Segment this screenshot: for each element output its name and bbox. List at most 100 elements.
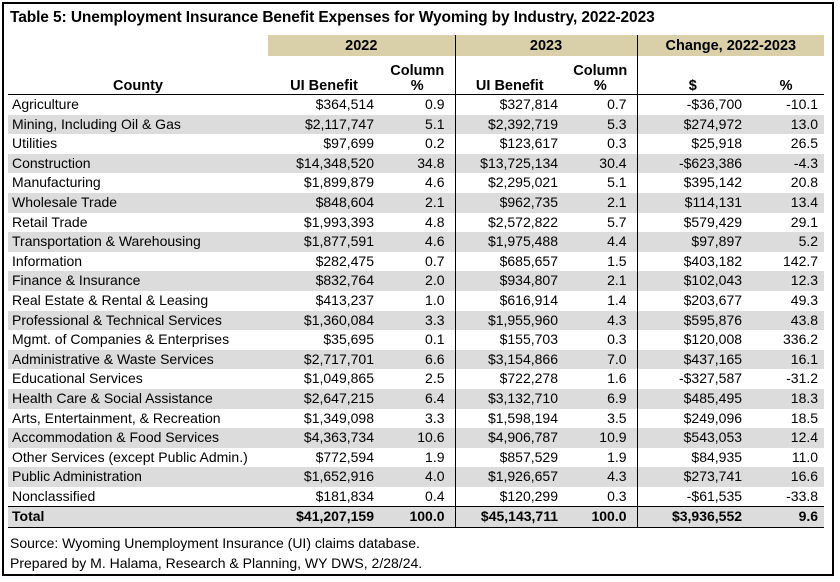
cell-column-pct-2023: 4.4 (564, 232, 638, 252)
cell-change-pct: 336.2 (783, 331, 819, 348)
cell-column-pct-2022: 0.1 (425, 331, 445, 348)
cell-industry: Wholesale Trade (8, 192, 268, 213)
cell-change-dollar: $249,096 (636, 408, 749, 429)
cell-ui-benefit-2022: $832,764 (268, 271, 380, 291)
cell-ui-benefit-2022: $97,699 (323, 135, 374, 152)
cell-industry: Professional & Technical Services (8, 310, 268, 331)
cell-column-pct-2022: 2.1 (380, 192, 456, 213)
cell-column-pct-2022: 0.7 (425, 252, 445, 269)
cell-industry: Retail Trade (12, 213, 88, 230)
cell-ui-benefit-2023: $934,807 (454, 271, 565, 291)
cell-ui-benefit-2023: $120,299 (454, 486, 565, 507)
header-column-label: Column (573, 63, 628, 79)
cell-change-pct: -4.3 (748, 153, 825, 174)
header-ui-benefit-2023: UI Benefit (454, 56, 565, 95)
cell-industry: Agriculture (12, 96, 79, 112)
cell-column-pct-2022: 4.8 (425, 213, 445, 230)
total-cell-ui-benefit-2022: $41,207,159 (268, 506, 380, 529)
cell-column-pct-2023: 7.0 (564, 349, 638, 370)
cell-column-pct-2022: 0.4 (425, 487, 445, 504)
cell-column-pct-2023: 1.9 (607, 448, 627, 465)
cell-industry: Administrative & Waste Services (8, 349, 268, 370)
cell-ui-benefit-2022: $14,348,520 (268, 153, 380, 174)
cell-change-pct: -33.8 (786, 487, 819, 504)
cell-change-pct: 18.5 (790, 409, 819, 426)
cell-change-pct: 49.3 (790, 291, 819, 308)
table-title: Table 5: Unemployment Insurance Benefit … (10, 9, 655, 26)
cell-ui-benefit-2023: $857,529 (454, 447, 565, 468)
cell-ui-benefit-2022: $848,604 (268, 192, 380, 213)
table-row: Health Care & Social Assistance $2,647,21… (8, 388, 825, 409)
table-row: Nonclassified $181,834 0.4 $120,299 0.3 -$61,… (8, 486, 824, 507)
header-pct-label: % (410, 78, 424, 94)
cell-ui-benefit-2022: $35,695 (323, 331, 374, 348)
cell-ui-benefit-2023: $2,572,822 (454, 212, 565, 233)
cell-industry: Arts, Entertainment, & Recreation (12, 409, 221, 426)
cell-change-dollar: $403,182 (636, 251, 749, 272)
cell-change-pct: 29.1 (790, 213, 819, 230)
cell-change-dollar: $203,677 (636, 290, 749, 311)
cell-ui-benefit-2023: $1,598,194 (454, 408, 565, 429)
source-line-2: Prepared by M. Halama, Research & Planni… (10, 555, 423, 571)
cell-change-dollar: $25,918 (636, 134, 749, 154)
header-column-label: Column (390, 63, 445, 79)
cell-ui-benefit-2022: $1,993,393 (303, 213, 374, 230)
cell-change-dollar: $395,142 (636, 173, 749, 193)
cell-column-pct-2022: 10.6 (380, 428, 456, 448)
cell-column-pct-2022: 4.6 (380, 232, 456, 252)
table-frame (2, 2, 834, 576)
cell-change-pct: 20.8 (790, 174, 819, 191)
header-year-2022: 2022 (268, 35, 456, 56)
header-year-2023: 2023 (454, 35, 638, 56)
cell-industry: Health Care & Social Assistance (8, 388, 268, 409)
cell-industry: Mgmt. of Companies & Enterprises (12, 331, 230, 348)
total-row: Total $41,207,159 100.0 $45,143,711 100.0 $3,… (8, 506, 825, 529)
cell-ui-benefit-2022: $1,877,591 (268, 232, 380, 252)
cell-ui-benefit-2023: $155,703 (454, 330, 565, 350)
cell-ui-benefit-2022: $1,899,879 (303, 174, 374, 191)
header-change-pct: % (748, 56, 825, 95)
table-row: Accommodation & Food Services $4,363,734 1… (8, 428, 825, 448)
cell-industry: Other Services (except Public Admin.) (12, 448, 248, 465)
cell-change-pct: 43.8 (748, 310, 825, 331)
cell-ui-benefit-2023: $3,154,866 (454, 349, 565, 370)
cell-ui-benefit-2023: $962,735 (454, 192, 565, 213)
cell-change-pct: 142.7 (783, 252, 819, 269)
header-change-dollar: $ (636, 56, 749, 95)
cell-column-pct-2023: 5.1 (607, 174, 627, 191)
cell-change-pct: 16.1 (748, 349, 825, 370)
cell-industry: Transportation & Warehousing (8, 232, 268, 252)
cell-change-dollar: -$623,386 (636, 153, 749, 174)
cell-ui-benefit-2022: $1,652,916 (268, 467, 380, 487)
cell-ui-benefit-2023: $3,132,710 (454, 388, 565, 409)
cell-column-pct-2023: 0.3 (607, 331, 627, 348)
table-row: Utilities $97,699 0.2 $123,617 0.3 $25,918 26.… (8, 134, 824, 154)
cell-column-pct-2023: 10.9 (564, 428, 638, 448)
cell-change-pct: -10.1 (786, 96, 819, 112)
total-cell-change-pct: 9.6 (748, 506, 825, 529)
cell-ui-benefit-2022: $1,349,098 (303, 409, 374, 426)
total-cell-industry: Total (8, 506, 268, 529)
cell-ui-benefit-2023: $722,278 (454, 369, 565, 389)
table-row: Professional & Technical Services $1,360,… (8, 310, 825, 331)
cell-column-pct-2022: 4.6 (425, 174, 445, 191)
cell-change-dollar: $595,876 (636, 310, 749, 331)
cell-change-dollar: -$61,535 (636, 486, 749, 507)
cell-ui-benefit-2022: $181,834 (315, 487, 374, 504)
cell-change-dollar: $274,972 (636, 114, 749, 135)
table-row: Administrative & Waste Services $2,717,70… (8, 349, 825, 370)
cell-ui-benefit-2023: $327,814 (454, 94, 565, 115)
cell-column-pct-2022: 34.8 (380, 153, 456, 174)
cell-industry: Accommodation & Food Services (8, 428, 268, 448)
table-row: Public Administration $1,652,916 4.0 $1,926… (8, 467, 825, 487)
header-column-pct-2022: Column% (380, 56, 456, 95)
table-row: Other Services (except Public Admin.) $77… (8, 447, 824, 468)
cell-industry: Public Administration (8, 467, 268, 487)
cell-column-pct-2022: 0.9 (425, 96, 445, 112)
cell-industry: Nonclassified (12, 487, 96, 504)
table-row: Manufacturing $1,899,879 4.6 $2,295,021 5.1 $… (8, 173, 824, 193)
table-row: Agriculture $364,514 0.9 $327,814 0.7 -$36,70… (8, 94, 824, 115)
cell-change-pct: 5.2 (748, 232, 825, 252)
cell-industry: Educational Services (12, 370, 143, 387)
cell-change-pct: 13.4 (748, 192, 825, 213)
